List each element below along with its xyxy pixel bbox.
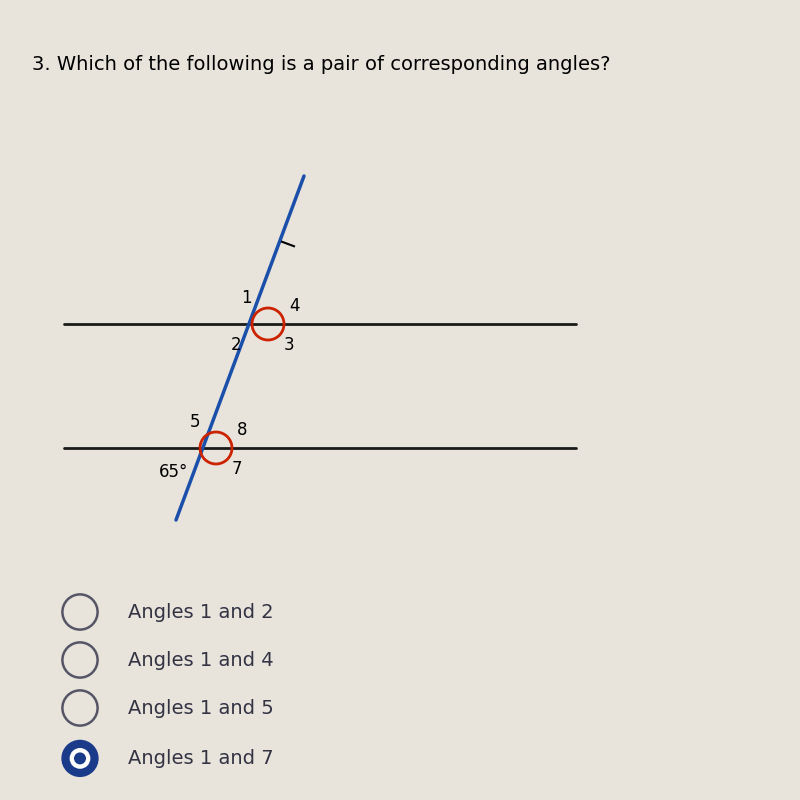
Text: Angles 1 and 5: Angles 1 and 5 — [128, 698, 274, 718]
Text: Angles 1 and 7: Angles 1 and 7 — [128, 749, 274, 768]
Circle shape — [62, 741, 98, 776]
Text: 5: 5 — [190, 413, 200, 430]
Text: 3: 3 — [284, 336, 294, 354]
Text: 4: 4 — [289, 297, 300, 314]
Text: Angles 1 and 2: Angles 1 and 2 — [128, 602, 274, 622]
Text: 2: 2 — [231, 336, 242, 354]
Circle shape — [70, 749, 90, 768]
Text: 1: 1 — [242, 289, 252, 306]
Text: 3. Which of the following is a pair of corresponding angles?: 3. Which of the following is a pair of c… — [32, 54, 610, 74]
Circle shape — [74, 753, 86, 764]
Text: 7: 7 — [232, 460, 242, 478]
Text: 65°: 65° — [159, 462, 189, 481]
Text: Angles 1 and 4: Angles 1 and 4 — [128, 650, 274, 670]
Text: 8: 8 — [237, 421, 248, 438]
